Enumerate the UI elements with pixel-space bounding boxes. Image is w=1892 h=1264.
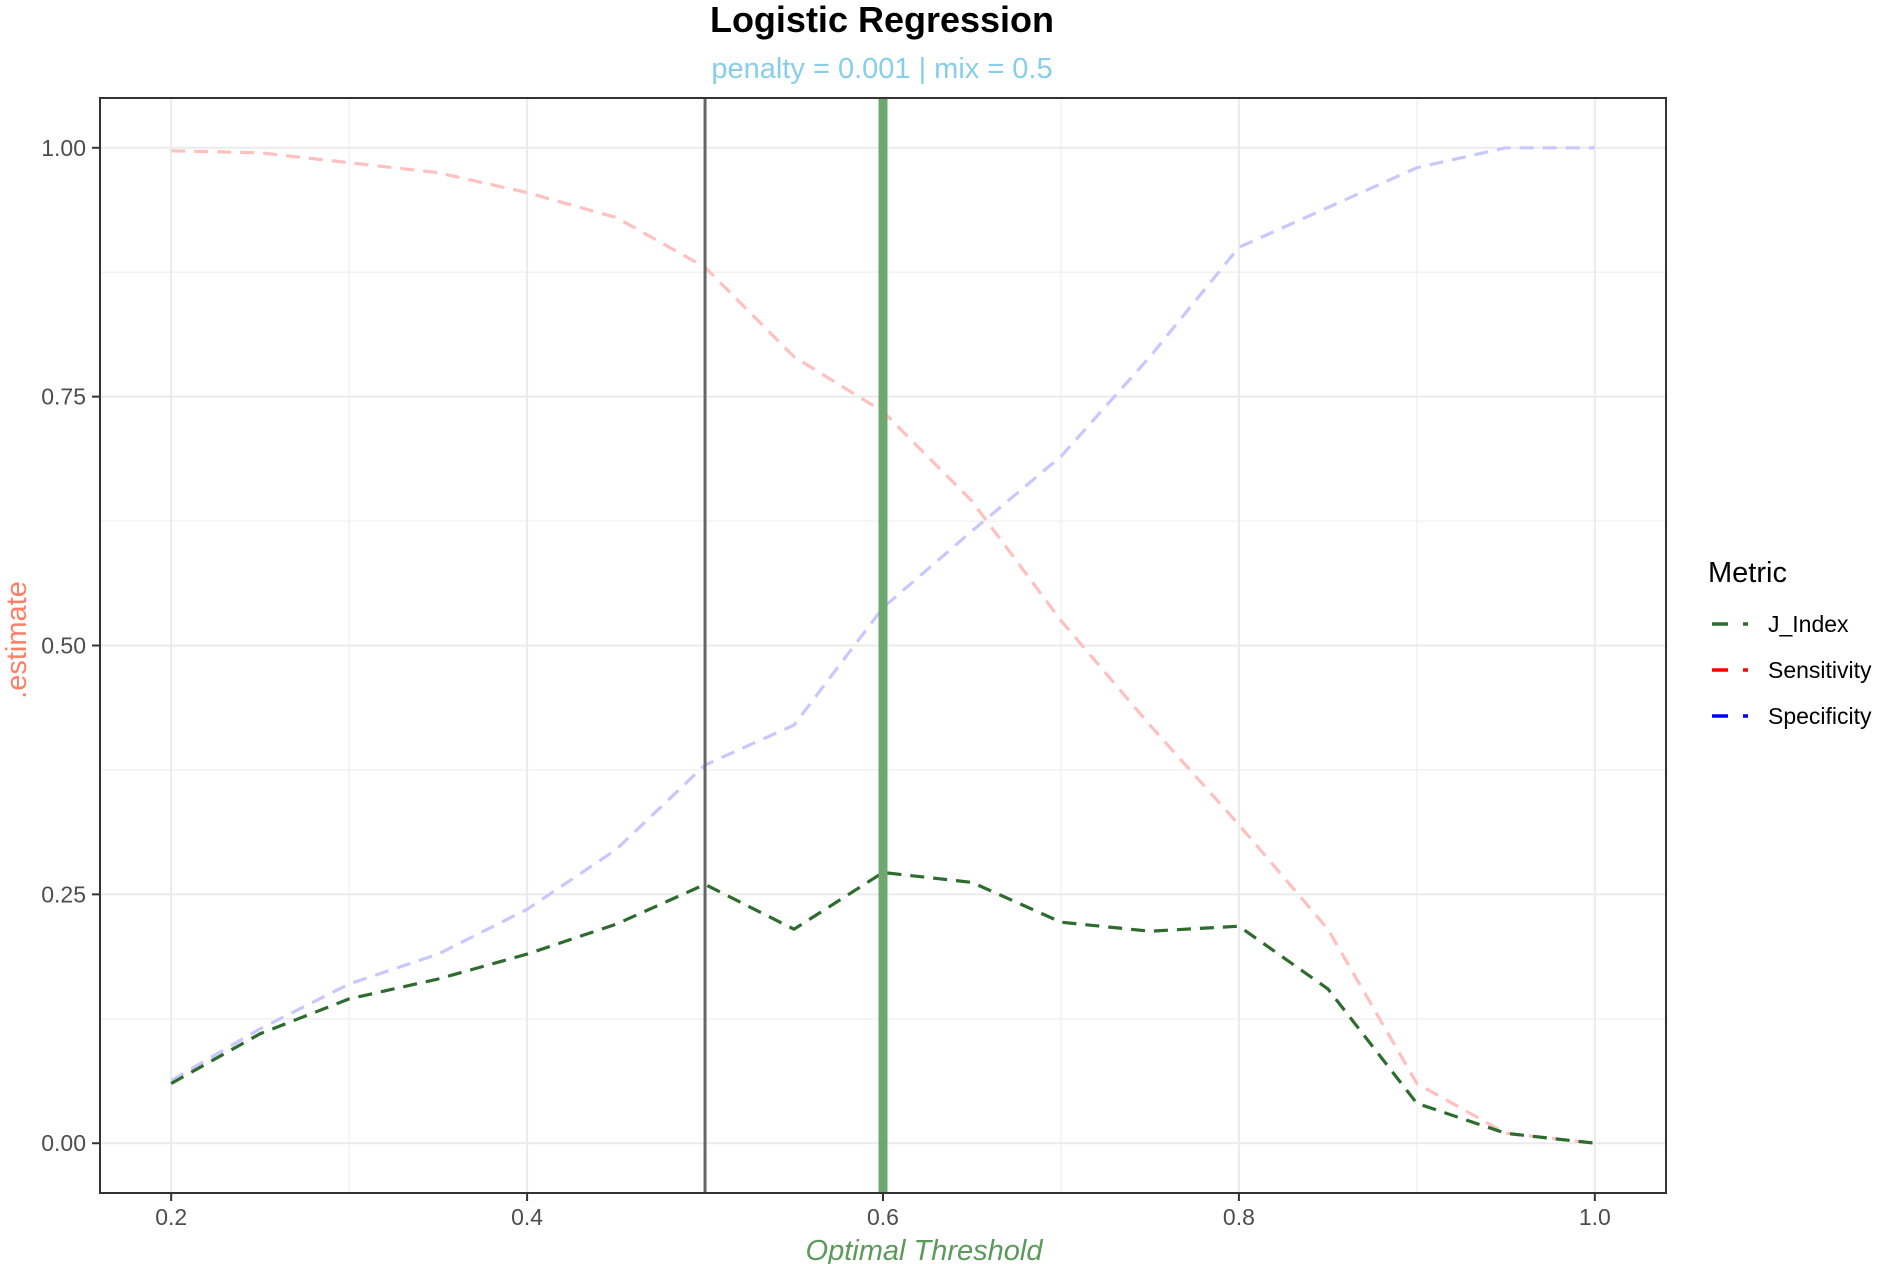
legend: Metric J_Index Sensitivity Specificity xyxy=(1708,557,1872,729)
legend-label-specificity: Specificity xyxy=(1768,703,1872,729)
x-tick-label: 0.6 xyxy=(867,1204,899,1230)
legend-title: Metric xyxy=(1708,557,1787,589)
plot-panel xyxy=(99,97,1667,1194)
y-tick-label: 0.00 xyxy=(41,1130,86,1156)
y-axis: 0.00 0.25 0.50 0.75 1.00 xyxy=(41,135,100,1156)
y-tick-label: 0.50 xyxy=(41,633,86,659)
x-axis-title: Optimal Threshold xyxy=(806,1235,1044,1264)
y-tick-label: 1.00 xyxy=(41,135,86,161)
chart-title: Logistic Regression xyxy=(710,0,1054,40)
legend-label-sensitivity: Sensitivity xyxy=(1768,657,1872,683)
legend-items: J_Index Sensitivity Specificity xyxy=(1712,611,1872,729)
x-tick-label: 0.8 xyxy=(1223,1204,1255,1230)
x-axis: 0.2 0.4 0.6 0.8 1.0 xyxy=(155,1193,1611,1230)
series-line-specificity xyxy=(170,146,1595,1082)
y-tick-label: 0.75 xyxy=(41,384,86,410)
series-line-j-index xyxy=(170,870,1595,1145)
x-tick-label: 0.4 xyxy=(511,1204,543,1230)
vline-layer xyxy=(703,98,888,1193)
x-tick-label: 1.0 xyxy=(1579,1204,1611,1230)
chart-subtitle: penalty = 0.001 | mix = 0.5 xyxy=(711,53,1052,85)
y-axis-title: .estimate xyxy=(1,581,33,699)
legend-label-j-index: J_Index xyxy=(1768,611,1849,637)
x-tick-label: 0.2 xyxy=(155,1204,187,1230)
y-tick-label: 0.25 xyxy=(41,881,86,907)
